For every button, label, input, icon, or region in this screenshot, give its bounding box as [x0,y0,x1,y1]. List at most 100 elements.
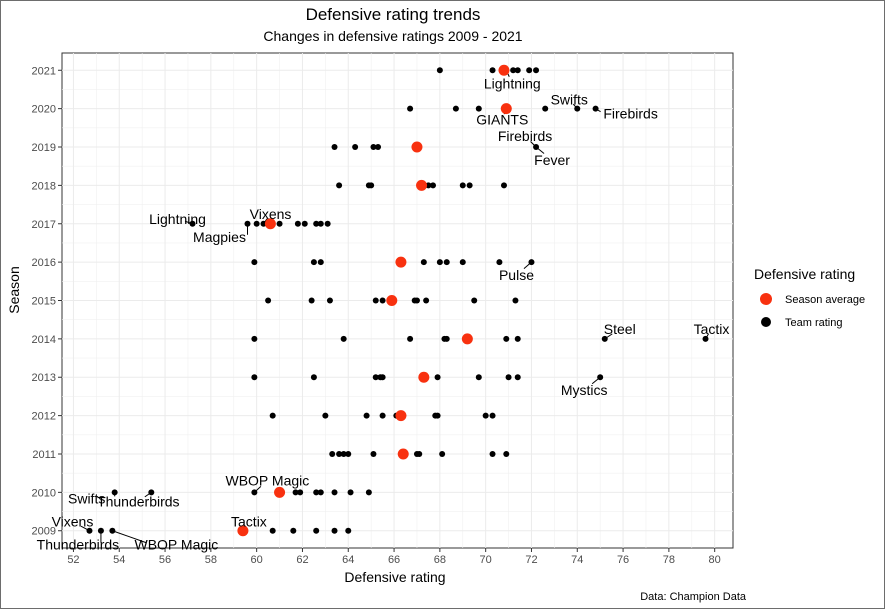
team-rating-point [500,182,507,189]
team-rating-point [466,182,473,189]
y-tick-label: 2009 [32,526,56,538]
team-rating-point [324,220,331,227]
y-tick-label: 2016 [32,257,56,269]
team-rating-point [452,105,459,112]
team-rating-point [503,450,510,457]
team-rating-point [372,374,379,381]
season-average-point [498,64,510,76]
team-rating-point [420,259,427,266]
data-points [86,64,709,537]
team-rating-point [269,527,276,534]
team-rating-point [331,527,338,534]
point-label: WBOP Magic [134,537,218,553]
legend-title: Defensive rating [754,266,855,282]
team-rating-point [253,220,260,227]
season-average-point [416,179,428,191]
season-average-point [461,333,473,345]
team-rating-point [347,489,354,496]
team-rating-point [340,450,347,457]
point-label: Firebirds [603,106,657,122]
team-rating-point [436,67,443,74]
team-rating-point [86,527,93,534]
point-label: Magpies [193,229,246,245]
team-rating-point [352,144,359,151]
point-label: Thunderbirds [97,493,180,509]
team-rating-point [365,489,372,496]
season-average-point [397,448,409,460]
team-rating-point [310,259,317,266]
y-tick-label: 2020 [32,104,56,116]
team-rating-point [290,527,297,534]
season-average-point [386,295,398,306]
team-rating-point [429,182,436,189]
team-rating-point [443,335,450,342]
team-rating-point [297,489,304,496]
season-average-point [418,371,430,383]
team-rating-point [514,374,521,381]
team-rating-point [372,297,379,304]
y-tick-label: 2017 [32,219,56,231]
x-tick-label: 74 [571,554,583,566]
team-rating-point [597,374,604,381]
team-rating-point [317,220,324,227]
chart-title: Defensive rating trends [306,5,481,24]
y-tick-label: 2021 [32,65,56,77]
y-axis-ticks: 2009 2010 2011 2012 2013 2014 2015 2016 2017 2018… [32,65,62,538]
x-tick-label: 62 [296,554,308,566]
team-rating-point [251,374,258,381]
point-label: Lightning [149,211,206,227]
team-rating-point [251,489,258,496]
season-average-point [264,218,276,230]
x-tick-label: 72 [525,554,537,566]
x-tick-label: 78 [663,554,675,566]
team-rating-point [322,412,329,419]
team-rating-point [340,335,347,342]
team-rating-point [601,335,608,342]
team-rating-point [317,489,324,496]
team-rating-point [375,144,382,151]
legend-label-season-average: Season average [785,294,865,306]
team-rating-point [331,144,338,151]
team-rating-point [416,450,423,457]
team-rating-point [310,374,317,381]
team-rating-point [276,220,283,227]
team-rating-point [251,335,258,342]
team-rating-point [489,412,496,419]
x-tick-label: 52 [67,554,79,566]
team-rating-point [489,450,496,457]
season-average-point [395,410,407,422]
x-tick-label: 68 [434,554,446,566]
x-axis-ticks: 52 54 56 58 60 62 64 66 68 70 72 74 76 78 80 [67,548,721,566]
point-label: Tactix [694,321,730,337]
team-rating-point [413,297,420,304]
team-rating-point [482,412,489,419]
season-average-point [274,486,286,498]
team-rating-point [592,105,599,112]
team-rating-point [368,182,375,189]
team-rating-point [109,527,116,534]
team-rating-point [533,67,540,74]
x-tick-label: 64 [342,554,354,566]
point-label: Lightning [484,75,541,91]
point-label: Firebirds [498,128,552,144]
legend-marker-season-average [760,293,772,305]
legend: Defensive rating Season average Team rat… [754,266,865,329]
x-tick-label: 66 [388,554,400,566]
point-label: Tactix [231,514,267,530]
x-tick-label: 54 [113,554,125,566]
point-label: Vixens [250,206,292,222]
y-axis-title: Season [6,266,22,313]
chart-caption: Data: Champion Data [640,591,747,603]
y-tick-label: 2011 [32,449,56,461]
team-rating-point [542,105,549,112]
season-average-point [500,103,512,115]
point-label: Steel [604,321,636,337]
team-rating-point [294,220,301,227]
team-rating-point [97,527,104,534]
season-average-point [395,256,407,268]
point-label: Fever [534,152,570,168]
team-rating-point [436,259,443,266]
team-rating-point [363,412,370,419]
team-rating-point [244,220,251,227]
